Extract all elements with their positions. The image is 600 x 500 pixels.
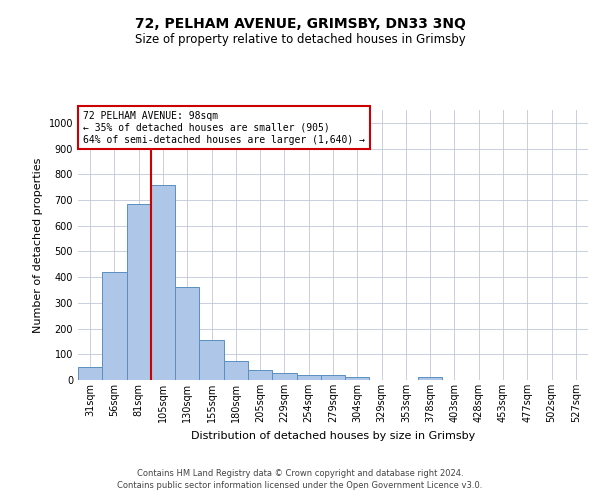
Text: Contains public sector information licensed under the Open Government Licence v3: Contains public sector information licen… bbox=[118, 481, 482, 490]
Bar bbox=[272, 373, 296, 380]
Bar bbox=[418, 378, 442, 380]
Bar bbox=[296, 376, 321, 380]
Text: 72 PELHAM AVENUE: 98sqm
← 35% of detached houses are smaller (905)
64% of semi-d: 72 PELHAM AVENUE: 98sqm ← 35% of detache… bbox=[83, 112, 365, 144]
Text: Size of property relative to detached houses in Grimsby: Size of property relative to detached ho… bbox=[134, 32, 466, 46]
Text: 72, PELHAM AVENUE, GRIMSBY, DN33 3NQ: 72, PELHAM AVENUE, GRIMSBY, DN33 3NQ bbox=[134, 18, 466, 32]
Text: Contains HM Land Registry data © Crown copyright and database right 2024.: Contains HM Land Registry data © Crown c… bbox=[137, 468, 463, 477]
Bar bbox=[151, 184, 175, 380]
X-axis label: Distribution of detached houses by size in Grimsby: Distribution of detached houses by size … bbox=[191, 430, 475, 440]
Bar bbox=[199, 340, 224, 380]
Bar bbox=[78, 367, 102, 380]
Bar bbox=[321, 376, 345, 380]
Bar bbox=[175, 288, 199, 380]
Bar bbox=[224, 360, 248, 380]
Bar bbox=[345, 378, 370, 380]
Bar bbox=[127, 204, 151, 380]
Bar bbox=[248, 370, 272, 380]
Bar bbox=[102, 272, 127, 380]
Y-axis label: Number of detached properties: Number of detached properties bbox=[33, 158, 43, 332]
